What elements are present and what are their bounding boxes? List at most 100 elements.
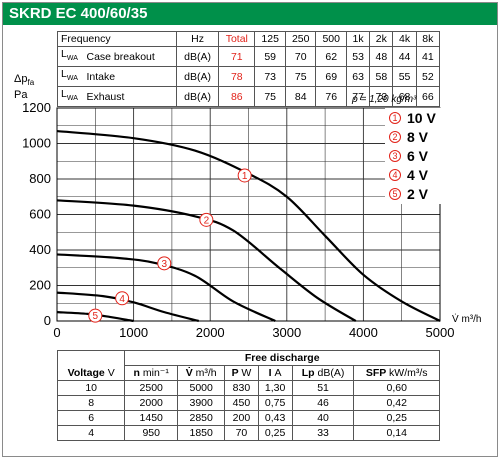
- perf-cell: 10: [56, 380, 126, 396]
- perf-header-cell: Voltage V: [56, 365, 126, 381]
- perf-group-row: Free discharge: [56, 350, 440, 366]
- legend-label: 8 V: [407, 128, 429, 145]
- spec-row: LWA Intake dB(A) 78 73 75 69 63 58 55 52: [57, 66, 441, 88]
- spec-header-row: Frequency Hz Total 125 250 500 1k 2k 4k …: [56, 31, 441, 47]
- perf-cell: 0,14: [353, 425, 440, 441]
- spec-row-total: 86: [218, 86, 256, 108]
- x-tick-label: 4000: [349, 325, 378, 340]
- curve-marker-circle: [88, 308, 103, 323]
- perf-cell: 51: [291, 380, 355, 396]
- curve-marker-circle: [237, 168, 252, 183]
- perf-cell: 0,43: [257, 410, 293, 426]
- legend-marker: 4: [389, 168, 401, 181]
- y-tick-label: 600: [29, 207, 51, 222]
- curve-marker-circle: [115, 291, 130, 306]
- y-axis-title: Δpfa Pa: [14, 73, 34, 101]
- perf-header-cell: P W: [224, 365, 259, 381]
- chart-axes: 0 1000 2000 3000 4000 50000200400600800100012…: [22, 100, 454, 340]
- chart-curve-markers: 1 2 3 4 5: [88, 168, 252, 323]
- perf-cell: 46: [291, 395, 355, 411]
- fan-curve-4-v: [56, 291, 199, 323]
- x-tick-label: 2000: [196, 325, 225, 340]
- voltage-legend: 1 10 V 2 8 V 3 6 V 4 4 V 5 2 V: [385, 108, 445, 204]
- spec-row: LWA Case breakout dB(A) 71 59 70 62 53 48 44 41: [57, 45, 441, 68]
- perf-cell: 1850: [177, 425, 226, 441]
- perf-header-cell: n min⁻¹: [124, 365, 179, 381]
- curve-marker-label: 3: [161, 259, 167, 270]
- perf-row: 4 950 1850 70 0,25 33 0,14: [56, 425, 440, 441]
- legend-item: 4 4 V: [385, 165, 445, 184]
- plot-border: [56, 107, 441, 322]
- spec-header-band: 125: [254, 31, 286, 47]
- spec-row-name: Exhaust: [83, 86, 178, 108]
- perf-cell: 2850: [177, 410, 226, 426]
- y-axis-title-sub: fa: [27, 78, 35, 88]
- fan-curve-6-v: [56, 253, 276, 322]
- spec-row-value: 66: [415, 86, 441, 108]
- x-tick-label: 3000: [272, 325, 301, 340]
- perf-cell: 6: [56, 410, 126, 426]
- perf-header-cell: I A: [257, 365, 293, 381]
- perf-group-header: Free discharge: [124, 350, 440, 366]
- perf-header-cell: V̇ m³/h: [177, 365, 226, 381]
- perf-cell: 950: [124, 425, 179, 441]
- y-axis-title-unit: Pa: [14, 89, 28, 102]
- legend-marker: 3: [389, 149, 401, 162]
- perf-cell: 0,42: [353, 395, 440, 411]
- spec-row-symbol: LWA: [57, 66, 84, 88]
- spec-row: LWA Exhaust dB(A) 86 75 84 76 77 73 68 66: [57, 86, 441, 108]
- chart-curves: [56, 129, 441, 323]
- perf-cell: 5000: [177, 380, 226, 396]
- spec-row-symbol: LWA: [57, 86, 84, 108]
- sound-spec-table: Frequency Hz Total 125 250 500 1k 2k 4k …: [56, 31, 441, 108]
- perf-cell: 8: [56, 395, 126, 411]
- legend-marker: 1: [389, 111, 401, 124]
- perf-cell: 450: [224, 395, 259, 411]
- y-axis-title-symbol: Δp: [14, 73, 28, 85]
- y-tick-label: 1200: [22, 100, 51, 115]
- y-tick-label: 200: [29, 278, 51, 293]
- perf-cell: 4: [56, 425, 126, 441]
- spec-row-name: Case breakout: [83, 45, 178, 68]
- legend-item: 5 2 V: [385, 184, 445, 203]
- perf-group-empty: [56, 350, 126, 366]
- legend-label: 2 V: [407, 185, 429, 202]
- legend-label: 6 V: [407, 147, 429, 164]
- spec-row-unit: dB(A): [176, 45, 220, 68]
- perf-cell: 0,60: [353, 380, 440, 396]
- fan-curve-8-v: [56, 199, 357, 322]
- y-tick-label: 1000: [22, 136, 51, 151]
- spec-row-value: 77: [345, 86, 371, 108]
- perf-header-cell: Lp dB(A): [291, 365, 355, 381]
- perf-cell: 70: [224, 425, 259, 441]
- curve-marker-circle: [157, 256, 172, 271]
- curve-marker-label: 5: [93, 311, 99, 322]
- spec-row-symbol: LWA: [57, 45, 84, 68]
- curve-marker-label: 4: [119, 294, 125, 305]
- perf-row: 10 2500 5000 830 1,30 51 0,60: [56, 380, 440, 396]
- y-tick-label: 0: [44, 313, 51, 328]
- perf-cell: 40: [291, 410, 355, 426]
- perf-row: 6 1450 2850 200 0,43 40 0,25: [56, 410, 440, 426]
- perf-cell: 33: [291, 425, 355, 441]
- perf-row: 8 2000 3900 450 0,75 46 0,42: [56, 395, 440, 411]
- x-tick-label: 5000: [426, 325, 455, 340]
- perf-header-cell: SFP kW/m³/s: [353, 365, 440, 381]
- perf-cell: 0,25: [257, 425, 293, 441]
- legend-marker: 2: [389, 130, 401, 143]
- perf-cell: 3900: [177, 395, 226, 411]
- x-tick-label: 1000: [119, 325, 148, 340]
- perf-cell: 830: [224, 380, 259, 396]
- spec-row-unit: dB(A): [176, 86, 220, 108]
- legend-label: 4 V: [407, 166, 429, 183]
- legend-label: 10 V: [407, 109, 436, 126]
- air-density-note: ρ = 1,20 kg/m³: [352, 94, 417, 105]
- perf-cell: 2500: [124, 380, 179, 396]
- x-axis-title: V̇ m³/h: [452, 314, 482, 325]
- curve-marker-label: 1: [242, 171, 248, 182]
- page-title: SKRD EC 400/60/35: [3, 3, 497, 25]
- x-tick-label: 0: [53, 325, 60, 340]
